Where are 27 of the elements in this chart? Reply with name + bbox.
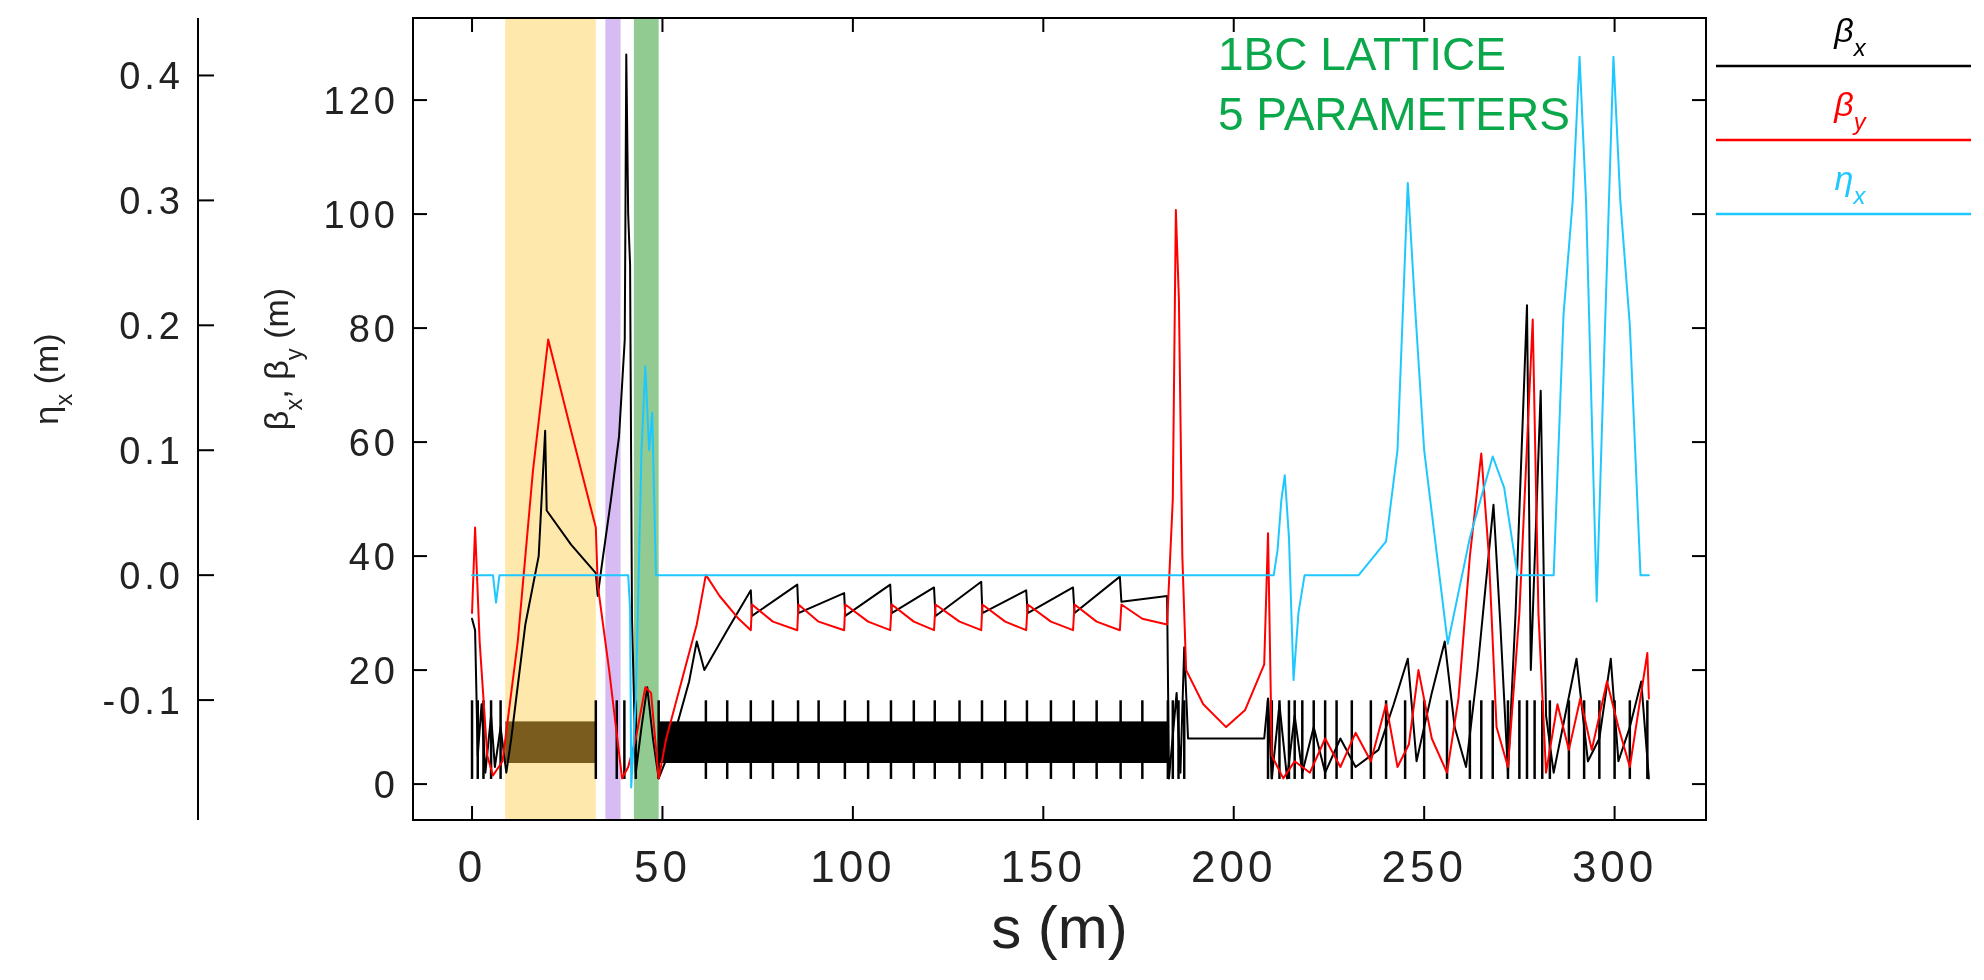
annotation: 5 PARAMETERS [1218,88,1570,140]
x-tick-label: 250 [1381,842,1467,891]
y-tick-label: 40 [348,536,399,579]
y2-tick-label: 0.4 [119,55,184,98]
x-tick-label: 300 [1571,842,1658,891]
x-axis-title: s (m) [991,894,1128,961]
x-tick-label: 50 [633,842,691,891]
y-tick-label: 60 [348,422,399,465]
y-tick-label: 120 [323,80,399,123]
text: β$_{x}$ [1833,11,1867,61]
y-tick-label: 80 [348,308,399,351]
x-tick-label: 200 [1191,842,1277,891]
line-series [471,209,1650,780]
x-tick-label: 0 [457,842,487,891]
annotation: 1BC LATTICE [1218,28,1506,80]
y2-tick-label: 0.3 [119,180,184,223]
x-tick-label: 100 [810,842,896,891]
y2-tick-label: -0.1 [102,680,184,723]
y2-tick-label: 0.0 [119,555,184,598]
text: β$_{y}$ [1833,85,1868,135]
x-tick-label: 150 [1000,842,1087,891]
y-tick-label: 20 [348,650,399,693]
y2-tick-label: 0.1 [119,430,184,473]
y2-tick-label: 0.2 [119,305,184,348]
y-tick-label: 0 [373,764,399,807]
y-tick-label: 100 [323,194,399,237]
text: η$_{x}$ [1834,159,1867,209]
